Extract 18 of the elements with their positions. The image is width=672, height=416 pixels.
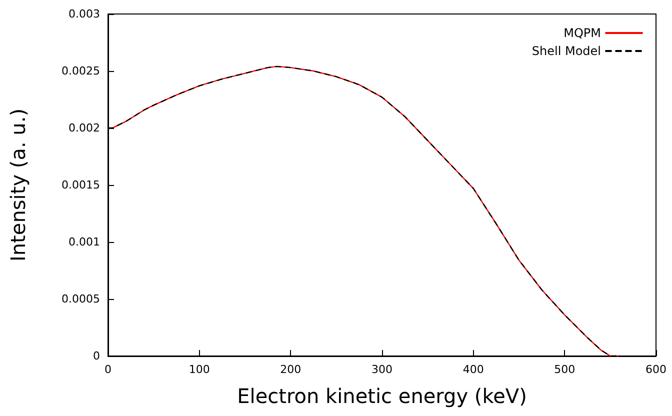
x-tick-label: 200 xyxy=(280,363,302,376)
x-tick-label: 500 xyxy=(554,363,576,376)
y-tick-label: 0.0015 xyxy=(62,178,100,192)
y-tick-label: 0.0025 xyxy=(62,64,100,78)
y-tick-label: 0.0005 xyxy=(62,292,100,306)
y-tick-label: 0.003 xyxy=(68,8,100,20)
legend-label: MQPM xyxy=(564,26,601,40)
y-tick-label: 0 xyxy=(93,350,100,362)
x-tick-label: 0 xyxy=(104,363,112,376)
y-axis-title: Intensity (a. u.) xyxy=(6,108,30,262)
x-axis-title: Electron kinetic energy (keV) xyxy=(237,384,527,408)
x-tick-label: 100 xyxy=(188,363,210,376)
x-tick-label: 600 xyxy=(646,363,666,376)
y-tick-label: 0.001 xyxy=(68,236,100,248)
x-tick-label: 400 xyxy=(462,363,484,376)
legend-label: Shell Model xyxy=(532,44,601,58)
x-tick-label: 300 xyxy=(372,363,392,376)
y-tick-label: 0.002 xyxy=(68,122,100,134)
